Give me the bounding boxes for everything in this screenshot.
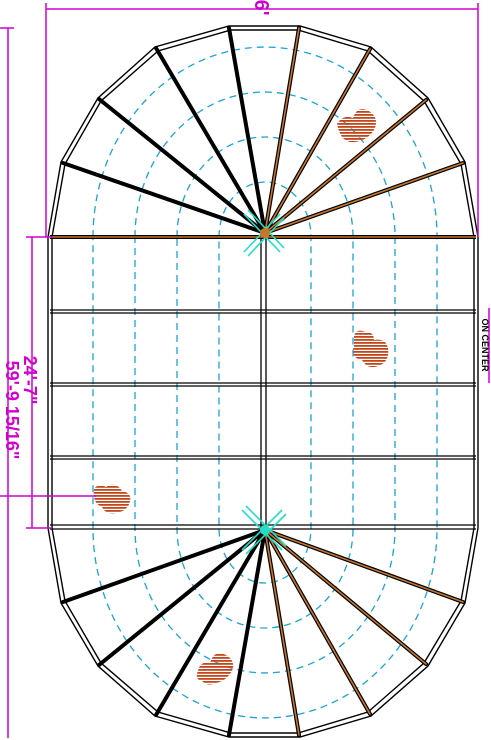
spacing-note-label: ON CENTER	[480, 318, 490, 372]
top-hub-rafters	[61, 26, 465, 235]
center-length-label: 24'-7"	[20, 356, 40, 405]
top-hub-brace	[243, 209, 285, 257]
top-width-label: 36'	[250, 0, 272, 16]
dimension-lines	[0, 3, 490, 738]
purlin-lines	[92, 46, 438, 719]
overall-length-label: 59'-9 15/16"	[2, 361, 22, 460]
bottom-hub-brace	[241, 505, 287, 555]
bottom-hub-rafters	[61, 528, 465, 737]
building-outline	[47, 25, 479, 738]
center-section-frame	[50, 237, 476, 530]
frame-mark-icon	[93, 109, 389, 685]
